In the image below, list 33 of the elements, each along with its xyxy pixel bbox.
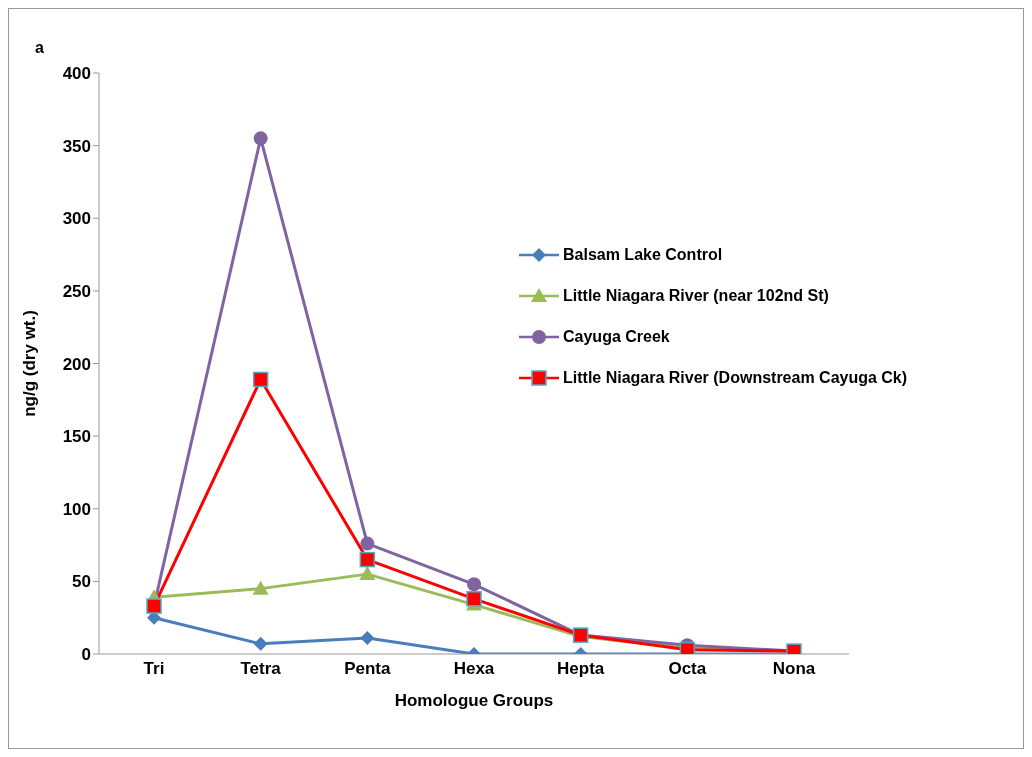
- legend-label: Little Niagara River (Downstream Cayuga Ck): [563, 368, 908, 387]
- legend-label: Balsam Lake Control: [563, 245, 723, 264]
- legend-label: Cayuga Creek: [563, 327, 670, 346]
- x-axis-title: Homologue Groups: [394, 691, 554, 710]
- point: [359, 566, 376, 581]
- legend-label: Little Niagara River (near 102nd St): [563, 286, 829, 305]
- point: [359, 551, 376, 568]
- point: [360, 536, 375, 551]
- y-tick-label: 0: [81, 645, 91, 665]
- y-axis-title: ng/g (dry wt.): [20, 310, 40, 417]
- x-tick-label: Penta: [344, 659, 392, 679]
- y-tick-label: 200: [62, 354, 91, 374]
- point: [252, 371, 269, 388]
- y-tick-label: 150: [62, 427, 91, 447]
- chart-title: a: [35, 39, 44, 57]
- x-tick-label: Nona: [772, 659, 816, 679]
- point: [466, 591, 482, 607]
- point: [252, 580, 269, 595]
- y-tick-label: 250: [62, 281, 91, 301]
- y-tick-label: 400: [62, 64, 91, 84]
- x-tick-label: Tri: [143, 659, 165, 679]
- point: [253, 131, 268, 146]
- y-tick-label: 300: [62, 209, 91, 229]
- x-tick-label: Octa: [668, 659, 707, 679]
- point: [253, 636, 268, 651]
- point: [467, 577, 481, 592]
- x-tick-label: Hexa: [453, 659, 495, 679]
- x-tick-label: Hepta: [557, 659, 605, 679]
- y-tick-label: 100: [62, 499, 91, 519]
- x-tick-label: Tetra: [240, 659, 282, 679]
- y-tick-label: 350: [62, 136, 91, 156]
- point: [360, 631, 375, 646]
- y-tick-label: 50: [72, 572, 91, 592]
